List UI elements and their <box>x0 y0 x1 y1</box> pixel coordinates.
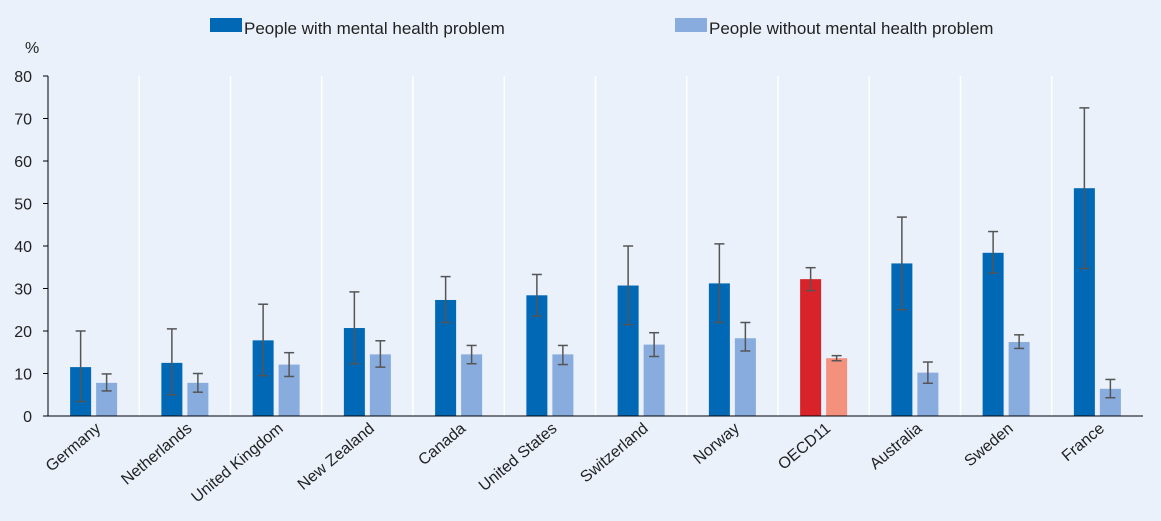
legend-label-series-1: People with mental health problem <box>244 19 505 38</box>
legend: People with mental health problem People… <box>210 18 993 38</box>
x-tick-label: Australia <box>867 420 926 473</box>
bar-with-switzerland <box>617 285 639 416</box>
y-tick-label: 60 <box>14 154 32 171</box>
x-tick-label: Germany <box>43 420 104 475</box>
legend-label-series-2: People without mental health problem <box>709 19 993 38</box>
bar-with-new-zealand <box>343 328 365 416</box>
bar-with-united-states <box>526 295 548 416</box>
bar-with-oecd11 <box>800 279 822 416</box>
x-tick-label: United Kingdom <box>189 420 287 506</box>
bar-without-united-kingdom <box>278 364 300 416</box>
x-tick-label: United States <box>476 420 561 495</box>
bar-without-norway <box>734 338 756 416</box>
x-tick-label: OECD11 <box>775 420 834 473</box>
legend-swatch-series-2 <box>675 18 707 32</box>
bar-with-canada <box>435 299 457 416</box>
y-tick-label: 40 <box>14 239 32 256</box>
x-tick-label: Netherlands <box>118 420 195 488</box>
bar-with-france <box>1073 188 1095 416</box>
bar-without-france <box>1099 388 1121 416</box>
y-tick-label: 50 <box>14 197 32 214</box>
x-tick-label: Canada <box>415 420 469 469</box>
bar-without-canada <box>461 354 483 416</box>
bar-without-germany <box>96 382 118 416</box>
y-tick-label: 70 <box>14 112 32 129</box>
bar-without-united-states <box>552 354 574 416</box>
grid <box>138 76 1053 416</box>
y-tick-label: 10 <box>14 367 32 384</box>
x-tick-label: Switzerland <box>577 420 651 486</box>
bar-without-switzerland <box>643 344 665 416</box>
bar-with-norway <box>708 283 730 416</box>
y-tick-label: 20 <box>14 324 32 341</box>
x-tick-label: Sweden <box>961 420 1016 470</box>
x-tick-label: Norway <box>690 420 742 468</box>
y-tick-label: 30 <box>14 282 32 299</box>
bar-without-australia <box>917 372 939 416</box>
bar-with-australia <box>891 263 913 416</box>
y-tick-label: 80 <box>14 69 32 86</box>
bar-with-united-kingdom <box>252 340 274 416</box>
x-tick-label: France <box>1059 420 1108 465</box>
legend-swatch-series-1 <box>210 18 242 32</box>
bar-with-sweden <box>982 252 1004 416</box>
y-tick-label: 0 <box>23 409 32 426</box>
axes <box>43 75 1143 417</box>
x-tick-label: New Zealand <box>295 420 378 494</box>
bar-without-netherlands <box>187 382 209 416</box>
error-bars <box>75 107 1116 403</box>
bar-without-oecd11 <box>826 358 848 416</box>
bar-without-new-zealand <box>369 354 391 416</box>
y-axis-unit-label: % <box>25 40 39 57</box>
bar-without-sweden <box>1008 342 1030 416</box>
